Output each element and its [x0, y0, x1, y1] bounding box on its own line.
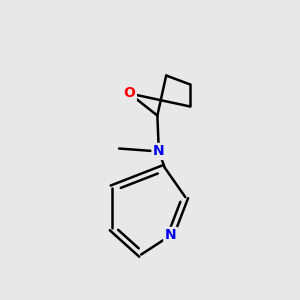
Text: O: O: [124, 86, 135, 100]
Text: N: N: [153, 145, 165, 158]
Text: N: N: [165, 228, 176, 242]
